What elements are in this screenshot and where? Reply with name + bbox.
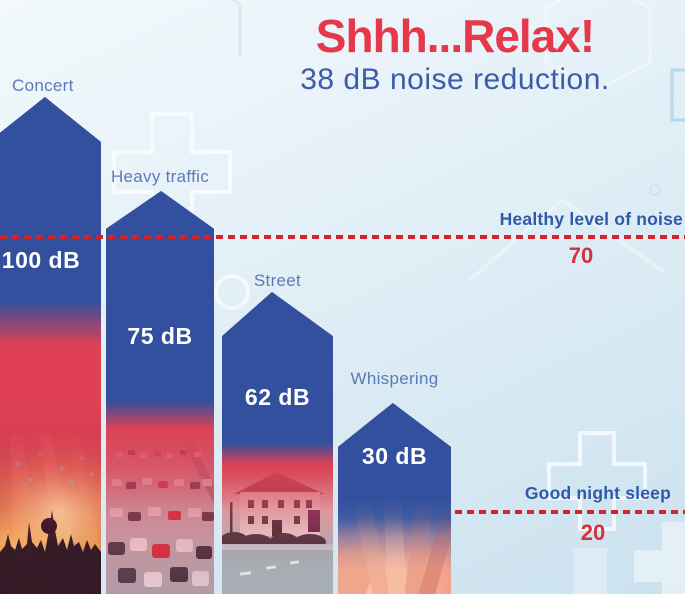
bar-value-concert: 100 dB [1, 247, 81, 273]
bar-label-street: Street [253, 271, 302, 290]
bar-label-heavy-traffic: Heavy traffic [110, 167, 210, 186]
cross-filled-icon [573, 548, 607, 594]
bar-heavy-traffic: 75 dB [106, 191, 214, 594]
bar-value-street: 62 dB [244, 384, 311, 410]
square-outline-icon [670, 68, 685, 122]
page-subtitle: 38 dB noise reduction. [300, 63, 610, 96]
bar-label-whispering: Whispering [350, 369, 439, 388]
molecule-dot-icon [649, 184, 661, 196]
hexagon-outline-icon [468, 197, 666, 282]
bar-color-overlay [222, 292, 333, 594]
reference-line-sleep [455, 510, 685, 514]
bar-color-overlay [106, 191, 214, 594]
circle-outline-icon [214, 274, 250, 310]
bar-concert: 100 dB [0, 97, 101, 594]
hexagon-outline-icon [229, 0, 242, 56]
hexagon-outline-icon [544, 0, 652, 92]
reference-value-sleep: 20 [580, 520, 606, 545]
cross-outline-icon [547, 431, 647, 531]
bar-whispering: 30 dB [338, 403, 451, 594]
bar-color-overlay [338, 403, 451, 594]
bar-value-whispering: 30 dB [361, 443, 428, 469]
reference-value-healthy: 70 [568, 243, 594, 268]
cross-filled-icon [634, 522, 685, 594]
bar-color-overlay [0, 97, 101, 594]
page-title: Shhh...Relax! [315, 10, 595, 62]
reference-line-healthy [0, 235, 685, 239]
reference-label-sleep: Good night sleep [524, 483, 671, 503]
reference-label-healthy: Healthy level of noise [499, 209, 683, 229]
bar-value-traffic: 75 dB [127, 323, 193, 349]
bar-street: 62 dB [222, 292, 333, 594]
bar-label-concert: Concert [12, 76, 74, 95]
